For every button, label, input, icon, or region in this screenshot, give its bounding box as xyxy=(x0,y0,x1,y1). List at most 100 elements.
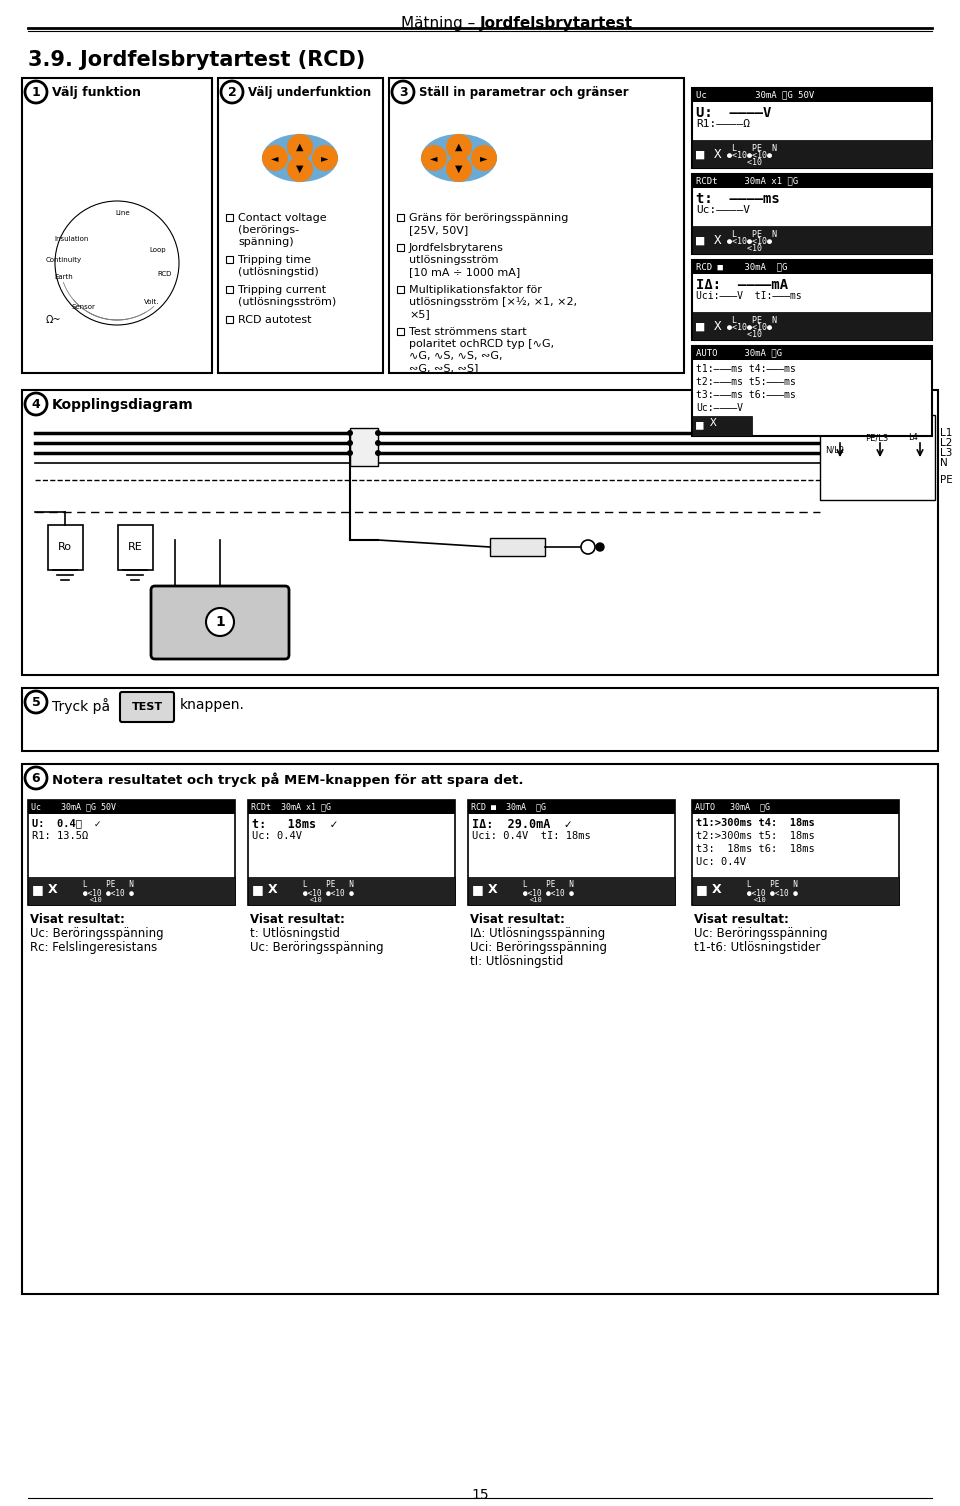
Text: Uc: 0.4V: Uc: 0.4V xyxy=(696,857,746,867)
Circle shape xyxy=(55,200,179,325)
Text: 1: 1 xyxy=(215,614,225,630)
Bar xyxy=(28,876,235,905)
Text: Sensor: Sensor xyxy=(72,304,95,310)
Text: X: X xyxy=(714,148,722,161)
Text: X: X xyxy=(268,883,277,896)
Text: N: N xyxy=(940,458,948,468)
Text: 3.9. Jordfelsbrytartest (RCD): 3.9. Jordfelsbrytartest (RCD) xyxy=(28,50,365,69)
Text: L2: L2 xyxy=(940,438,952,447)
Text: L    PE   N: L PE N xyxy=(303,880,354,889)
Text: Ω~: Ω~ xyxy=(45,315,60,325)
Bar xyxy=(468,800,675,815)
Text: Multiplikationsfaktor för: Multiplikationsfaktor för xyxy=(409,285,541,295)
Text: 3: 3 xyxy=(398,86,407,98)
Text: U:  ————V: U: ————V xyxy=(696,105,772,120)
Text: RCD ■    30mA  ∿G: RCD ■ 30mA ∿G xyxy=(696,262,787,271)
Text: TEST: TEST xyxy=(132,702,162,712)
Text: Mätning –: Mätning – xyxy=(401,17,480,32)
Bar xyxy=(820,416,935,500)
Text: <10: <10 xyxy=(722,158,762,167)
Text: Jordfelsbrytarens: Jordfelsbrytarens xyxy=(409,242,504,253)
Text: Uc:————V: Uc:————V xyxy=(696,205,750,215)
Text: X: X xyxy=(488,883,497,896)
Text: <10: <10 xyxy=(530,898,542,904)
Text: L   PE  N: L PE N xyxy=(722,145,777,154)
Text: R1:————Ω: R1:————Ω xyxy=(696,119,750,130)
Text: Continuity: Continuity xyxy=(46,258,83,264)
Text: ▼: ▼ xyxy=(455,164,463,175)
Text: X: X xyxy=(714,319,722,333)
Bar xyxy=(692,226,932,255)
Text: Tryck på: Tryck på xyxy=(52,697,110,714)
Text: Visat resultat:: Visat resultat: xyxy=(470,913,564,926)
Text: 1: 1 xyxy=(32,86,40,98)
Text: t1:———ms t4:———ms: t1:———ms t4:———ms xyxy=(696,364,796,373)
Circle shape xyxy=(446,134,472,160)
Bar xyxy=(692,140,932,169)
Text: ■: ■ xyxy=(696,319,705,334)
Text: t1-t6: Utlösningstider: t1-t6: Utlösningstider xyxy=(694,941,821,953)
Text: <10: <10 xyxy=(754,898,767,904)
Bar xyxy=(28,800,235,905)
Circle shape xyxy=(421,145,447,172)
Bar xyxy=(248,876,455,905)
Circle shape xyxy=(347,431,353,437)
Bar xyxy=(226,214,233,221)
Text: ●<10●<10●: ●<10●<10● xyxy=(722,151,772,160)
Text: Uc:————V: Uc:————V xyxy=(696,404,743,413)
Bar xyxy=(226,256,233,264)
Bar xyxy=(218,78,383,373)
Text: ●<10 ●<10 ●: ●<10 ●<10 ● xyxy=(303,889,354,898)
Bar xyxy=(692,416,752,437)
Text: AUTO   30mA  ∿G: AUTO 30mA ∿G xyxy=(695,803,770,812)
Text: Kopplingsdiagram: Kopplingsdiagram xyxy=(52,398,194,413)
Text: Earth: Earth xyxy=(55,274,74,280)
Text: Notera resultatet och tryck på MEM-knappen för att spara det.: Notera resultatet och tryck på MEM-knapp… xyxy=(52,773,523,786)
Text: ∿G, ∿S, ∿S, ∾G,: ∿G, ∿S, ∿S, ∾G, xyxy=(409,351,502,361)
Circle shape xyxy=(392,81,414,102)
Text: L    PE   N: L PE N xyxy=(523,880,574,889)
Text: Visat resultat:: Visat resultat: xyxy=(30,913,125,926)
Bar xyxy=(692,175,932,188)
Text: ●<10 ●<10 ●: ●<10 ●<10 ● xyxy=(83,889,133,898)
Text: RCDt     30mA x1 ∿G: RCDt 30mA x1 ∿G xyxy=(696,176,798,185)
Text: X: X xyxy=(48,883,58,896)
Circle shape xyxy=(375,450,381,456)
Text: ▲: ▲ xyxy=(455,142,463,152)
Bar xyxy=(692,175,932,255)
Bar xyxy=(22,390,938,675)
Circle shape xyxy=(25,691,47,712)
Bar xyxy=(248,800,455,815)
Bar xyxy=(22,764,938,1294)
Text: ■: ■ xyxy=(472,883,484,896)
Bar xyxy=(28,800,235,815)
Text: t: Utlösningstid: t: Utlösningstid xyxy=(250,928,340,940)
Text: X: X xyxy=(714,233,722,247)
Text: RCD: RCD xyxy=(157,271,172,277)
Bar xyxy=(692,261,932,340)
Text: t3:———ms t6:———ms: t3:———ms t6:———ms xyxy=(696,390,796,401)
Text: Visat resultat:: Visat resultat: xyxy=(694,913,789,926)
Text: X: X xyxy=(710,419,717,428)
Text: Tripping time: Tripping time xyxy=(238,255,311,265)
Circle shape xyxy=(581,541,595,554)
Text: PE: PE xyxy=(940,474,952,485)
Bar xyxy=(389,78,684,373)
Text: Uc: 0.4V: Uc: 0.4V xyxy=(252,831,302,840)
Circle shape xyxy=(287,157,313,182)
Bar xyxy=(692,261,932,274)
Text: RCD ■  30mA  ∿G: RCD ■ 30mA ∿G xyxy=(471,803,546,812)
Bar xyxy=(490,538,545,556)
Text: Test strömmens start: Test strömmens start xyxy=(409,327,527,337)
Bar xyxy=(226,316,233,322)
Text: ●<10●<10●: ●<10●<10● xyxy=(722,236,772,245)
Text: ×5]: ×5] xyxy=(409,309,430,319)
Bar xyxy=(248,800,455,905)
Text: Uci: 0.4V  tI: 18ms: Uci: 0.4V tI: 18ms xyxy=(472,831,590,840)
Text: [25V, 50V]: [25V, 50V] xyxy=(409,224,468,235)
Circle shape xyxy=(471,145,497,172)
Text: ●<10 ●<10 ●: ●<10 ●<10 ● xyxy=(747,889,798,898)
Text: ■: ■ xyxy=(696,419,704,431)
Text: Volt.: Volt. xyxy=(144,298,160,304)
Text: [10 mA ÷ 1000 mA]: [10 mA ÷ 1000 mA] xyxy=(409,267,520,277)
